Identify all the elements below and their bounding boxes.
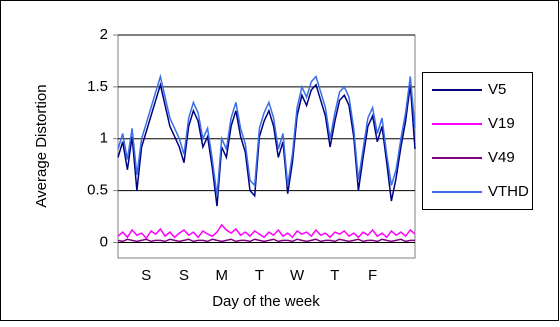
series-line	[117, 223, 416, 240]
legend-label: V49	[488, 149, 515, 166]
y-tick-label: 0	[100, 233, 108, 250]
x-axis-title: Day of the week	[212, 293, 320, 310]
x-tick-label: T	[330, 267, 339, 284]
x-tick-label: F	[368, 267, 377, 284]
legend	[422, 72, 533, 210]
legend-label: V5	[488, 81, 506, 98]
plot-area	[117, 34, 416, 259]
series-line	[117, 238, 415, 243]
y-tick-label: 0.5	[87, 182, 108, 199]
y-tick-label: 1.5	[87, 78, 108, 95]
y-axis-title: Average Distortion	[33, 84, 50, 207]
y-tick-label: 1	[100, 130, 108, 147]
x-tick-label: T	[255, 267, 264, 284]
legend-label: VTHD	[488, 183, 529, 200]
x-tick-label: S	[141, 267, 151, 284]
x-tick-label: S	[179, 267, 189, 284]
legend-label: V19	[488, 115, 515, 132]
x-tick-label: W	[290, 267, 305, 284]
series-line	[117, 73, 416, 196]
y-tick-label: 2	[100, 26, 108, 43]
x-tick-label: M	[215, 267, 228, 284]
series-line	[117, 81, 416, 207]
